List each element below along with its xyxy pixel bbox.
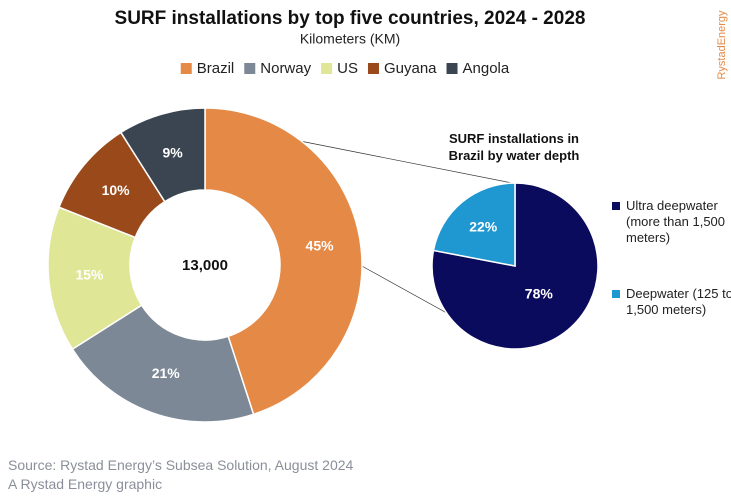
legend-item: Ultra deepwater (more than 1,500 meters) — [612, 198, 731, 246]
legend-label: Guyana — [384, 60, 437, 77]
legend-swatch — [612, 202, 620, 210]
chart-title: SURF installations by top five countries… — [115, 8, 586, 29]
pie-title: SURF installations in Brazil by water dep… — [449, 131, 580, 163]
center-label: 13,000 — [182, 257, 228, 274]
legend-label: US — [337, 60, 358, 77]
chart-subtitle: Kilometers (KM) — [300, 31, 400, 47]
legend-swatch — [446, 63, 458, 74]
source: Source: Rystad Energy’s Subsea Solution,… — [8, 457, 354, 473]
pie-title-line: Brazil by water depth — [449, 148, 580, 163]
slice — [71, 304, 255, 423]
legend-swatch — [321, 63, 333, 74]
pie-title-line: SURF installations in — [449, 131, 579, 146]
legend-label: Ultra deepwater (more than 1,500 meters) — [626, 198, 726, 245]
slice — [204, 107, 363, 416]
legend-item: Deepwater (125 to 1,500 meters) — [612, 286, 731, 318]
data-label: 45% — [306, 238, 335, 254]
data-label: 15% — [75, 267, 104, 283]
slice — [431, 182, 599, 350]
data-label: 78% — [525, 285, 554, 301]
legend-label: Angola — [463, 60, 510, 77]
legend-swatch — [612, 290, 620, 298]
legend-label: Deepwater (125 to 1,500 meters) — [626, 286, 731, 317]
slice — [47, 206, 143, 351]
slice — [119, 107, 206, 203]
data-label: 21% — [152, 365, 181, 381]
data-label: 10% — [102, 182, 131, 198]
data-label: 9% — [163, 144, 184, 160]
credit: A Rystad Energy graphic — [8, 476, 163, 492]
connector — [299, 140, 513, 184]
legend-swatch — [367, 63, 379, 74]
brand: RystadEnergy — [716, 10, 728, 80]
legend-swatch — [180, 63, 192, 74]
slice — [432, 182, 516, 267]
legend-label: Brazil — [197, 60, 235, 77]
data-label: 22% — [469, 218, 498, 234]
legend-label: Norway — [260, 60, 311, 77]
legend-swatch — [244, 63, 256, 74]
